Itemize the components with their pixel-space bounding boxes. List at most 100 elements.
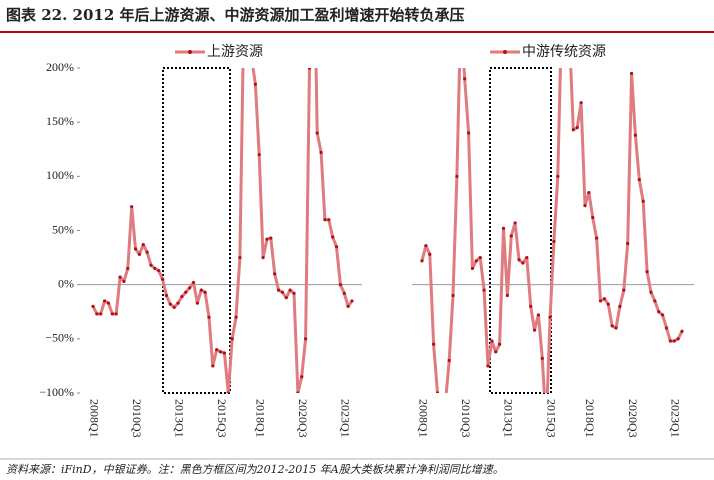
point (664, 326, 669, 330)
point (342, 291, 346, 295)
x-tick-label: 2013Q1 (502, 399, 516, 438)
point (292, 291, 296, 295)
point (114, 312, 118, 316)
point (218, 350, 223, 354)
point (280, 290, 285, 294)
point (435, 391, 440, 393)
point (180, 294, 184, 299)
point (657, 310, 661, 314)
point (420, 259, 424, 263)
title: 图表 22. 2012 年后上游资源、中游资源加工盈利增速开始转负承压 (6, 6, 465, 24)
point (350, 299, 354, 303)
point (649, 290, 653, 294)
point (334, 245, 339, 249)
point (575, 125, 579, 130)
point (99, 312, 103, 316)
point (346, 304, 350, 308)
point (110, 312, 114, 316)
point (610, 324, 614, 328)
point (176, 301, 180, 305)
point (284, 296, 288, 300)
point (211, 364, 215, 368)
point (319, 150, 323, 155)
point (548, 315, 552, 319)
line (420, 68, 684, 393)
y-tick-label: 50% (52, 222, 74, 236)
point (102, 299, 107, 303)
y-tick-label: 0% (58, 276, 74, 290)
point (595, 236, 599, 240)
period-box (489, 67, 552, 394)
point (203, 290, 207, 294)
point (265, 237, 269, 241)
point (641, 199, 645, 203)
point (215, 348, 219, 352)
point (188, 286, 192, 290)
legend-label: 上游资源 (207, 44, 263, 60)
point (253, 82, 257, 86)
x-tick-label: 2018Q1 (253, 399, 267, 438)
point (536, 313, 541, 317)
point (498, 342, 502, 346)
point (234, 315, 238, 319)
point (288, 288, 292, 292)
source: 资料来源：iFinD，中银证券。注：黑色方框区间为2012-2015 年A股大类… (6, 463, 504, 476)
point (327, 218, 331, 222)
x-tick-label: 2023Q1 (339, 399, 353, 438)
point (614, 326, 618, 330)
point (629, 71, 634, 76)
point (257, 153, 261, 157)
point (338, 283, 343, 287)
point (149, 263, 153, 267)
legend-marker (188, 50, 192, 54)
y-tick-label: 100% (46, 168, 74, 182)
y-tick-label: 200% (46, 60, 74, 74)
point (571, 128, 575, 132)
point (222, 351, 227, 355)
legend-label: 中游传统资源 (522, 44, 606, 60)
x-tick-label: 2008Q1 (87, 399, 101, 438)
point (261, 255, 265, 260)
point (296, 391, 300, 393)
point (130, 205, 134, 209)
x-tick-label: 2008Q1 (416, 399, 430, 438)
point (323, 218, 327, 222)
x-tick-label: 2013Q1 (172, 399, 186, 438)
plot (91, 68, 354, 393)
point (184, 290, 188, 294)
y-tick-label: −50% (45, 331, 74, 345)
point (517, 258, 521, 262)
point (133, 247, 138, 251)
point (106, 301, 111, 305)
point (513, 221, 517, 225)
point (568, 34, 571, 37)
point (668, 339, 672, 343)
point (157, 268, 161, 273)
point (126, 266, 130, 271)
point (230, 337, 234, 341)
period-box (162, 67, 231, 394)
point (552, 239, 556, 243)
point (591, 215, 595, 220)
point (660, 313, 665, 317)
point (672, 339, 676, 343)
point (466, 131, 471, 135)
plot (420, 34, 684, 405)
point (622, 288, 626, 292)
point (199, 288, 203, 292)
x-tick-label: 2018Q1 (583, 399, 597, 438)
point (618, 304, 622, 308)
legend-marker (503, 50, 507, 54)
point (606, 302, 610, 306)
point (118, 275, 122, 279)
point (598, 299, 603, 303)
point (444, 402, 447, 405)
point (137, 252, 141, 256)
point (587, 190, 591, 195)
point (191, 280, 196, 285)
point (645, 270, 649, 274)
point (307, 68, 312, 70)
point (633, 133, 638, 137)
point (455, 174, 459, 178)
